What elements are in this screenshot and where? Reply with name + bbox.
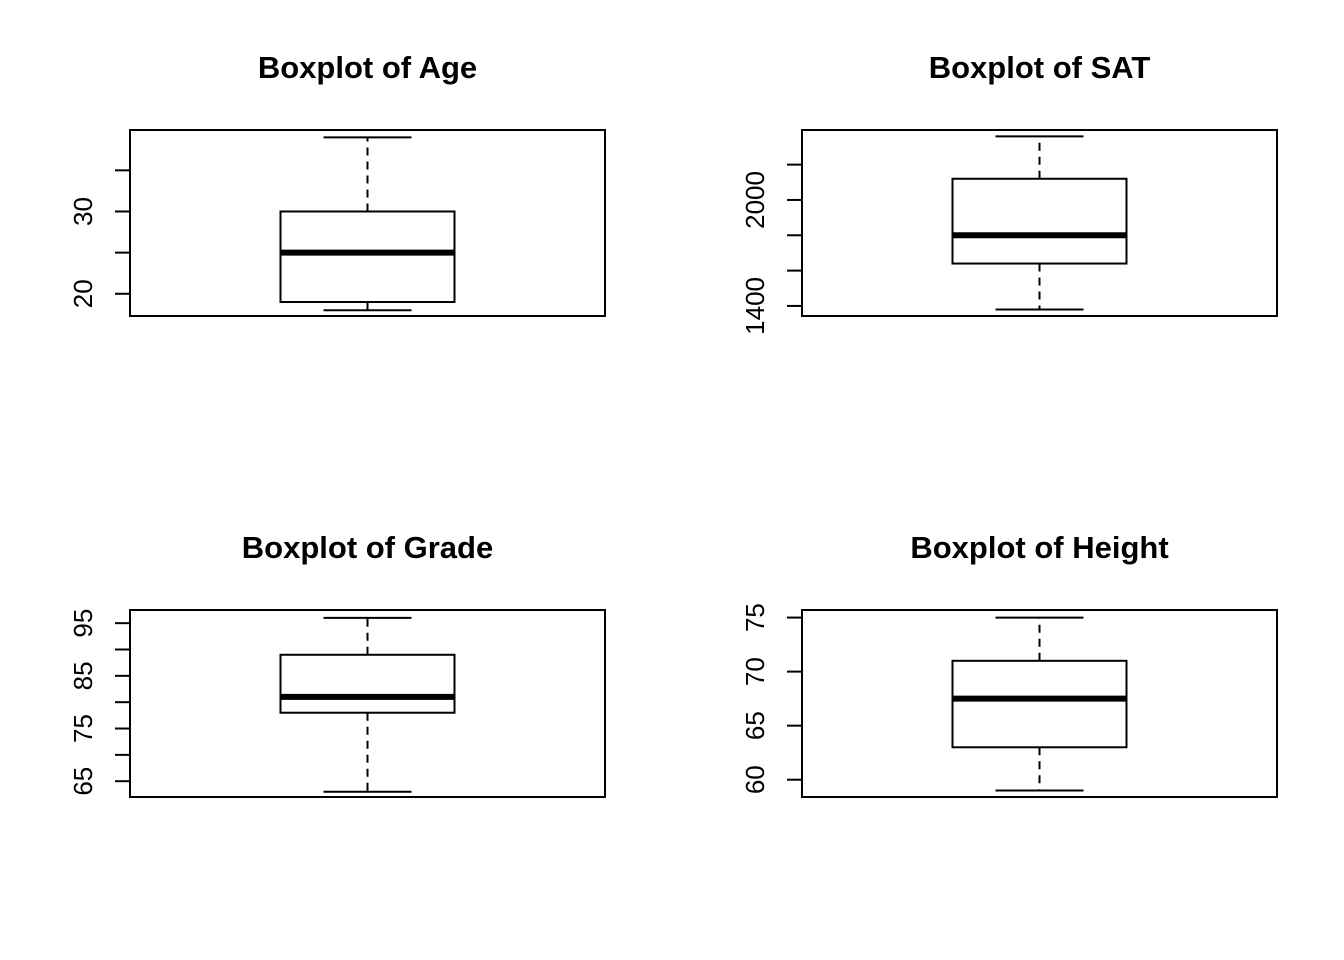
y-tick-label: 65 bbox=[740, 711, 770, 740]
plot-frame bbox=[129, 129, 606, 317]
y-tick-label: 60 bbox=[740, 765, 770, 794]
chart-panel: Boxplot of Grade 65 75 85 95 bbox=[68, 530, 606, 798]
y-tick-label: 85 bbox=[68, 661, 98, 690]
iqr-box bbox=[951, 659, 1128, 749]
chart-title: Boxplot of Age bbox=[258, 50, 477, 85]
chart-title: Boxplot of Grade bbox=[242, 530, 493, 565]
chart-panel: Boxplot of Age 20 30 bbox=[68, 50, 606, 317]
y-tick-label: 75 bbox=[740, 603, 770, 632]
y-tick-label: 65 bbox=[68, 767, 98, 796]
y-tick-label: 30 bbox=[68, 197, 98, 226]
y-tick-label: 95 bbox=[68, 609, 98, 638]
plot-frame bbox=[801, 129, 1278, 317]
iqr-box bbox=[279, 210, 456, 304]
y-tick-label: 1400 bbox=[740, 277, 770, 335]
y-tick-label: 75 bbox=[68, 714, 98, 743]
plot-frame bbox=[801, 609, 1278, 798]
iqr-box bbox=[279, 653, 456, 714]
iqr-box bbox=[951, 177, 1128, 265]
y-tick-label: 2000 bbox=[740, 171, 770, 229]
plot-frame bbox=[129, 609, 606, 798]
y-tick-label: 70 bbox=[740, 657, 770, 686]
chart-title: Boxplot of SAT bbox=[929, 50, 1151, 85]
y-tick-label: 20 bbox=[68, 279, 98, 308]
chart-panel: Boxplot of Height 60 65 70 75 bbox=[740, 530, 1278, 798]
chart-panel: Boxplot of SAT 1400 2000 bbox=[740, 50, 1278, 335]
chart-title: Boxplot of Height bbox=[910, 530, 1168, 565]
